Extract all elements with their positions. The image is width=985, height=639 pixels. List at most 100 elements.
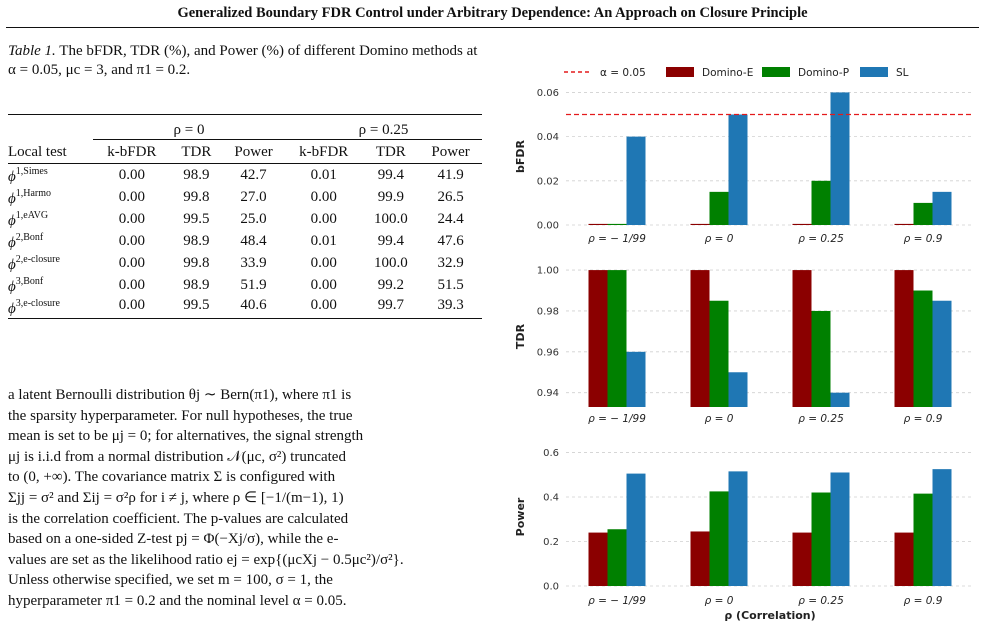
- table-cell: 0.00: [310, 210, 337, 227]
- table-cell: 39.3: [419, 296, 482, 319]
- legend-label: α = 0.05: [600, 67, 646, 79]
- bar-sl: [830, 392, 850, 407]
- bar-domino-e: [588, 223, 608, 225]
- table-cell: 99.7: [362, 296, 420, 319]
- local-test-symbol: ϕ: [8, 213, 16, 229]
- table-top-rule: [8, 114, 482, 118]
- table-cell: 0.01: [310, 166, 337, 183]
- paragraph-line: μj is i.i.d from a normal distribution 𝒩…: [8, 448, 346, 465]
- bar-sl: [932, 300, 952, 407]
- table-label: Table 1.: [8, 43, 56, 59]
- y-tick-label: 0.04: [537, 132, 559, 143]
- paragraph-line: the sparsity hyperparameter. For null hy…: [8, 407, 353, 424]
- table-cell: 0.00: [118, 254, 145, 271]
- legend-swatch: [762, 67, 790, 77]
- local-test-cell: ϕ1,Simes: [8, 164, 93, 187]
- local-test-symbol: ϕ: [8, 169, 16, 185]
- x-tick-label: ρ = 0.25: [798, 413, 844, 425]
- table-cell: 24.4: [437, 210, 464, 227]
- bar-domino-e: [792, 223, 812, 225]
- x-tick-label: ρ = 0: [705, 595, 734, 607]
- local-test-superscript: 3,Bonf: [15, 276, 44, 287]
- table-cell: 0.00: [310, 276, 337, 293]
- legend-swatch: [666, 67, 694, 77]
- x-tick-label: ρ = 0: [705, 233, 734, 245]
- x-tick-label: ρ = 0.25: [798, 233, 844, 245]
- table-cell: 99.8: [183, 188, 210, 205]
- bar-domino-p: [913, 202, 933, 225]
- table-cell: 0.00: [118, 166, 145, 183]
- y-tick-label: 0.96: [537, 347, 559, 358]
- table-cell: 41.9: [437, 166, 464, 183]
- local-test-superscript: 1,eAVG: [15, 210, 49, 221]
- table-cell: 32.9: [437, 254, 464, 271]
- table-cell: 26.5: [437, 188, 464, 205]
- local-test-cell: ϕ2,Bonf: [8, 230, 93, 252]
- table-cell: 40.6: [222, 296, 285, 319]
- x-tick-label: ρ = 0.9: [904, 233, 943, 245]
- table-cell: 0.00: [284, 296, 363, 319]
- local-test-symbol: ϕ: [8, 301, 16, 317]
- table-cell: 98.9: [183, 276, 210, 293]
- bar-domino-e: [588, 532, 608, 586]
- table-cell: 100.0: [373, 210, 408, 227]
- y-tick-label: 0.0: [543, 582, 559, 593]
- group-header: ρ = 0: [93, 118, 285, 140]
- column-header: Local test: [8, 139, 94, 164]
- bar-sl: [728, 114, 748, 225]
- column-header: k-bFDR: [284, 139, 363, 164]
- bar-domino-e: [792, 270, 812, 407]
- legend-label: Domino-E: [702, 67, 753, 79]
- bar-sl: [728, 372, 748, 407]
- y-tick-label: 0.06: [537, 88, 559, 99]
- table-cell: 0.00: [310, 254, 337, 271]
- y-tick-label: 0.98: [537, 306, 559, 317]
- bar-sl: [830, 92, 850, 225]
- paragraph-line: is the correlation coefficient. The p-va…: [8, 510, 349, 527]
- local-test-symbol: ϕ: [8, 279, 16, 295]
- bar-sl: [830, 472, 850, 586]
- table-row: ϕ2,e-closure 0.00 99.8 33.9 0.00 100.0 32.9: [8, 252, 482, 274]
- bar-sl: [728, 471, 748, 586]
- y-axis-label: TDR: [514, 323, 527, 349]
- table-cell: 51.5: [437, 276, 464, 293]
- table-top-rule-row: [8, 114, 482, 118]
- local-test-superscript: 2,Bonf: [15, 232, 44, 243]
- table-cell: 0.00: [310, 188, 337, 205]
- body-paragraph: a latent Bernoulli distribution θj ∼ Ber…: [8, 385, 482, 612]
- table-row: ϕ3,e-closure 0.00 99.5 40.6 0.00 99.7 39.3: [8, 296, 482, 319]
- table-cell: 98.9: [183, 232, 210, 249]
- x-tick-label: ρ = − 1/99: [588, 233, 646, 245]
- chart-svg: α = 0.05 Domino-E Domino-P SL 0.00 0.02 0.04 0.…: [514, 67, 974, 622]
- table-row: ϕ3,Bonf 0.00 98.9 51.9 0.00 99.2 51.5: [8, 274, 482, 296]
- bar-domino-e: [894, 270, 914, 407]
- bar-domino-p: [811, 310, 831, 407]
- group-header-empty: [8, 118, 93, 140]
- table-cell: 0.00: [93, 296, 171, 319]
- table-cell: 99.4: [377, 166, 404, 183]
- paragraph-line: values are set as the likelihood ratio e…: [8, 551, 404, 568]
- x-tick-label: ρ = − 1/99: [588, 595, 646, 607]
- local-test-symbol: ϕ: [8, 235, 16, 251]
- caption-text: The bFDR, TDR (%), and Power (%) of diff…: [8, 43, 478, 78]
- bar-sl: [932, 469, 952, 586]
- bar-sl: [932, 191, 952, 225]
- table-cell: 33.9: [240, 254, 267, 271]
- table-cell: 51.9: [240, 276, 267, 293]
- y-tick-label: 1.00: [537, 266, 559, 277]
- column-header: Power: [419, 139, 482, 164]
- table-caption: Table 1. The bFDR, TDR (%), and Power (%…: [8, 42, 478, 80]
- bar-domino-p: [811, 492, 831, 586]
- table-cell: 99.2: [377, 276, 404, 293]
- y-axis-label: Power: [514, 497, 527, 536]
- results-figure: α = 0.05 Domino-E Domino-P SL 0.00 0.02 0.04 0.…: [508, 52, 978, 624]
- bar-domino-p: [709, 191, 729, 225]
- paragraph-line: Unless otherwise specified, we set m = 1…: [8, 572, 333, 589]
- bar-domino-e: [894, 223, 914, 225]
- local-test-symbol: ϕ: [8, 191, 16, 207]
- column-header: Power: [222, 139, 285, 164]
- table-row: ϕ1,Simes 0.00 98.9 42.7 0.01 99.4 41.9: [8, 164, 482, 187]
- local-test-cell: ϕ1,Harmo: [8, 186, 93, 208]
